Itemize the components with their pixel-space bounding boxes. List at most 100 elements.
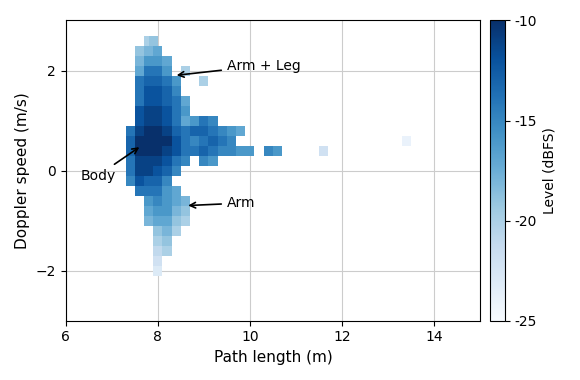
Bar [135,155,144,166]
Bar [199,136,208,146]
Bar [144,125,153,136]
Bar [218,125,227,136]
Bar [172,106,181,116]
Bar [172,86,181,95]
Bar [236,125,245,136]
Bar [218,136,227,146]
Bar [172,116,181,125]
Bar [236,146,245,155]
Bar [199,116,208,125]
Bar [162,196,172,206]
Text: Arm + Leg: Arm + Leg [179,59,300,77]
Bar [125,176,135,185]
Bar [144,116,153,125]
Bar [172,226,181,236]
Bar [144,155,153,166]
Bar [162,226,172,236]
Bar [153,196,162,206]
Bar [125,146,135,155]
Bar [162,65,172,76]
Bar [153,146,162,155]
Bar [162,116,172,125]
Bar [162,146,172,155]
Bar [162,185,172,196]
Bar [273,146,282,155]
Bar [181,206,190,215]
Bar [153,136,162,146]
Bar [144,206,153,215]
Bar [153,245,162,256]
Bar [135,86,144,95]
Y-axis label: Level (dBFS): Level (dBFS) [543,127,557,214]
Bar [144,106,153,116]
Bar [153,76,162,86]
Bar [125,166,135,176]
Bar [162,86,172,95]
Bar [162,245,172,256]
Bar [144,86,153,95]
Bar [172,125,181,136]
Bar [135,125,144,136]
Bar [144,136,153,146]
Bar [135,146,144,155]
Bar [208,116,218,125]
Bar [172,196,181,206]
Bar [135,185,144,196]
Bar [181,106,190,116]
Bar [135,65,144,76]
Bar [135,95,144,106]
Bar [144,166,153,176]
Bar [162,176,172,185]
Bar [199,146,208,155]
Bar [172,136,181,146]
Bar [153,185,162,196]
Bar [153,55,162,65]
Bar [153,166,162,176]
Bar [144,185,153,196]
Bar [144,95,153,106]
Bar [172,155,181,166]
Bar [153,95,162,106]
Bar [181,65,190,76]
Bar [162,136,172,146]
Bar [162,166,172,176]
Bar [172,95,181,106]
Bar [199,125,208,136]
Bar [153,106,162,116]
Bar [144,46,153,55]
Bar [172,215,181,226]
Bar [402,136,411,146]
Bar [148,35,158,46]
Bar [153,176,162,185]
Bar [199,155,208,166]
Bar [245,146,255,155]
X-axis label: Path length (m): Path length (m) [213,350,332,365]
Bar [208,125,218,136]
Bar [181,116,190,125]
Bar [144,146,153,155]
Bar [190,136,199,146]
Bar [181,125,190,136]
Bar [199,76,208,86]
Bar [162,106,172,116]
Bar [153,116,162,125]
Bar [153,206,162,215]
Bar [135,46,144,55]
Bar [181,215,190,226]
Bar [162,236,172,245]
Bar [144,176,153,185]
Bar [181,136,190,146]
Bar [181,146,190,155]
Bar [162,206,172,215]
Bar [144,196,153,206]
Bar [227,146,236,155]
Bar [208,146,218,155]
Bar [153,226,162,236]
Text: Body: Body [80,148,138,183]
Bar [162,76,172,86]
Bar [227,136,236,146]
Bar [181,196,190,206]
Bar [181,155,190,166]
Bar [208,136,218,146]
Bar [162,125,172,136]
